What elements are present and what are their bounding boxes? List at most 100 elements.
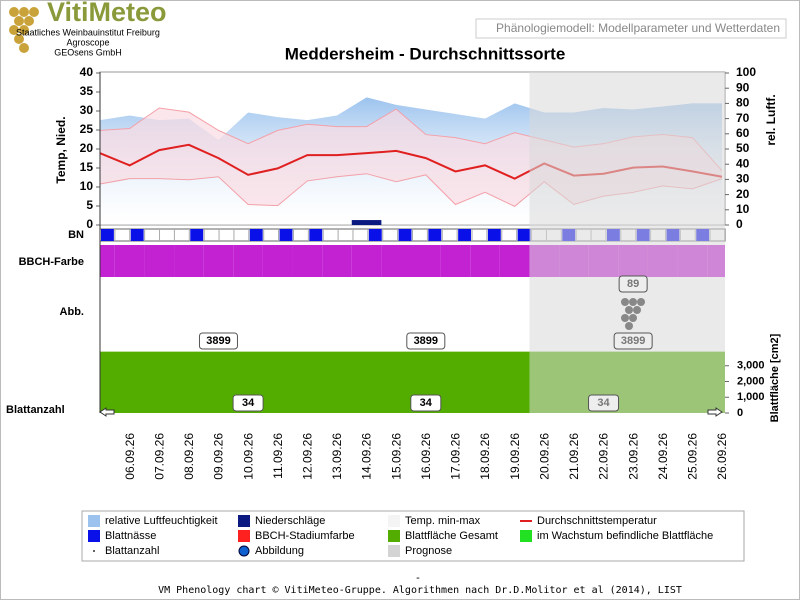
bbch-band bbox=[440, 245, 471, 277]
y2-tick-label: 70 bbox=[736, 111, 750, 125]
x-tick-label: 24.09.26 bbox=[656, 433, 670, 480]
legend-swatch bbox=[88, 530, 100, 542]
bbch-band bbox=[499, 245, 530, 277]
precip-bar bbox=[351, 220, 382, 225]
leaf-wetness bbox=[309, 229, 323, 241]
value-label: 34 bbox=[420, 397, 433, 409]
bbch-band bbox=[233, 245, 263, 277]
legend-label: Blattfläche Gesamt bbox=[405, 530, 498, 542]
bbch-band bbox=[322, 245, 352, 277]
value-label: 34 bbox=[597, 397, 610, 409]
legend-label: Abbildung bbox=[255, 545, 304, 557]
y2-tick-label: 0 bbox=[736, 217, 743, 231]
y-tick-label: 15 bbox=[80, 160, 94, 174]
x-tick-label: 22.09.26 bbox=[597, 433, 611, 480]
x-tick-label: 20.09.26 bbox=[537, 433, 551, 480]
x-tick-label: 17.09.26 bbox=[449, 433, 463, 480]
value-label-box bbox=[410, 394, 442, 412]
legend-label: Niederschläge bbox=[255, 515, 325, 527]
grape bbox=[621, 298, 629, 306]
grape bbox=[633, 306, 641, 314]
grape bbox=[629, 314, 637, 322]
leaf-tick-label: 0 bbox=[737, 407, 743, 419]
legend-swatch bbox=[388, 545, 400, 557]
legend-label: relative Luftfeuchtigkeit bbox=[105, 515, 218, 527]
logo: VitiMeteo bbox=[47, 0, 167, 27]
logo-line: GEOsens GmbH bbox=[54, 47, 122, 57]
leaf-wetness bbox=[458, 229, 472, 241]
value-label-box bbox=[588, 394, 620, 412]
x-tick-label: 08.09.26 bbox=[182, 433, 196, 480]
bbch-band bbox=[174, 245, 204, 277]
leaf-tick-label: 2,000 bbox=[737, 375, 765, 387]
value-label: 89 bbox=[627, 278, 639, 290]
logo-line: Agroscope bbox=[66, 37, 109, 47]
value-label-box bbox=[198, 332, 238, 350]
x-tick-label: 12.09.26 bbox=[301, 433, 315, 480]
row-label: Abb. bbox=[60, 306, 84, 318]
y2-tick-label: 80 bbox=[736, 96, 750, 110]
y-tick-label: 30 bbox=[80, 103, 94, 117]
grape bbox=[625, 306, 633, 314]
chart-title: Meddersheim - Durchschnittssorte bbox=[285, 44, 566, 63]
x-tick-label: 21.09.26 bbox=[567, 433, 581, 480]
leaf-wetness bbox=[428, 229, 442, 241]
y2-tick-label: 100 bbox=[736, 65, 756, 79]
leaf-wetness bbox=[368, 229, 382, 241]
legend-label: Blattnässe bbox=[105, 530, 156, 542]
bbch-band bbox=[411, 245, 441, 277]
y2-tick-label: 40 bbox=[736, 156, 750, 170]
leaf-wetness bbox=[398, 229, 412, 241]
x-tick-label: 25.09.26 bbox=[686, 433, 700, 480]
bbch-band bbox=[381, 245, 411, 277]
legend-label: BBCH-Stadiumfarbe bbox=[255, 530, 355, 542]
y-axis-label: Temp, Nied. bbox=[54, 116, 68, 183]
row-label: Blattanzahl bbox=[6, 404, 65, 416]
y2-tick-label: 90 bbox=[736, 80, 750, 94]
legend-swatch bbox=[388, 530, 400, 542]
x-tick-label: 09.09.26 bbox=[212, 433, 226, 480]
x-tick-label: 13.09.26 bbox=[330, 433, 344, 480]
leaf-wetness bbox=[279, 229, 293, 241]
legend-label: Durchschnittstemperatur bbox=[537, 515, 657, 527]
legend-swatch bbox=[88, 515, 100, 527]
grape-icon bbox=[621, 298, 645, 330]
grape bbox=[629, 298, 637, 306]
tab[interactable] bbox=[475, 18, 787, 39]
x-tick-label: 14.09.26 bbox=[360, 433, 374, 480]
legend-label: Blattanzahl bbox=[105, 545, 159, 557]
bbch-band bbox=[292, 245, 323, 277]
legend-swatch bbox=[93, 550, 95, 552]
y2-tick-label: 10 bbox=[736, 202, 750, 216]
x-tick-label: 18.09.26 bbox=[478, 433, 492, 480]
logo-grapes bbox=[9, 7, 39, 53]
leaf-wetness bbox=[101, 229, 114, 241]
leaf-tick-label: 3,000 bbox=[737, 360, 765, 372]
bbch-band bbox=[470, 245, 500, 277]
value-label-box bbox=[618, 275, 648, 293]
value-label: 3899 bbox=[414, 335, 438, 347]
value-label: 3899 bbox=[621, 335, 645, 347]
y2-tick-label: 20 bbox=[736, 187, 750, 201]
x-tick-label: 19.09.26 bbox=[508, 433, 522, 480]
y2-tick-label: 30 bbox=[736, 172, 750, 186]
value-label: 34 bbox=[242, 397, 255, 409]
value-label: 3899 bbox=[206, 335, 230, 347]
legend-label: Prognose bbox=[405, 545, 452, 557]
footer: VM Phenology chart © VitiMeteo-Gruppe. A… bbox=[158, 585, 682, 596]
leaf-axis-label: Blattfläche [cm2] bbox=[769, 333, 781, 422]
x-tick-label: 16.09.26 bbox=[419, 433, 433, 480]
legend-swatch bbox=[520, 530, 532, 542]
legend-swatch bbox=[388, 515, 400, 527]
y2-axis-label: rel. Luftf. bbox=[764, 94, 778, 145]
y2-tick-label: 50 bbox=[736, 141, 750, 155]
legend-swatch bbox=[238, 545, 250, 557]
tab-label[interactable]: Phänologiemodell: Modellparameter und We… bbox=[496, 21, 780, 35]
leaf-wetness bbox=[130, 229, 144, 241]
leaf-wetness bbox=[517, 229, 531, 241]
x-tick-label: 26.09.26 bbox=[715, 433, 729, 480]
bbch-band bbox=[114, 245, 145, 277]
y2-tick-label: 60 bbox=[736, 126, 750, 140]
handle bbox=[99, 407, 115, 417]
